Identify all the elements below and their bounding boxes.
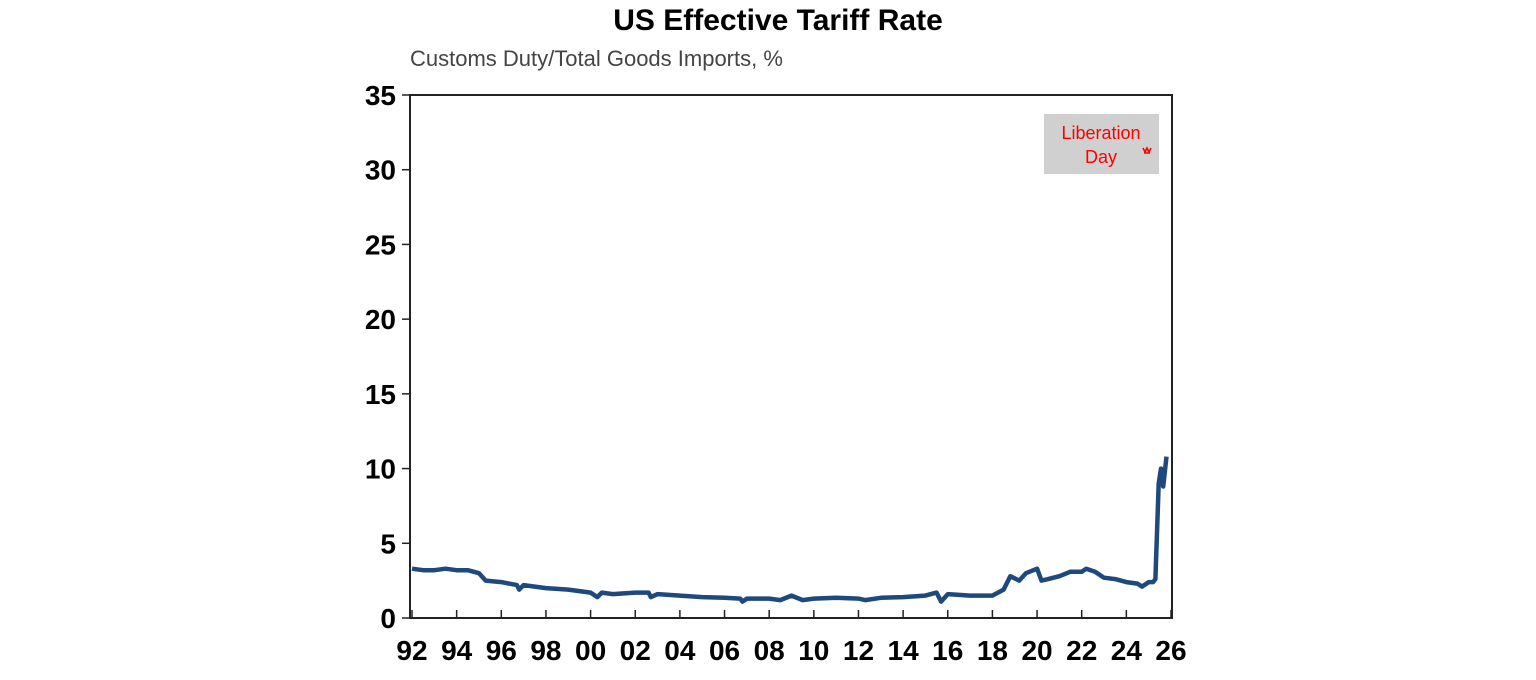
annotation-background	[1044, 114, 1159, 174]
annotation-line2: Day	[1085, 147, 1117, 167]
x-tick-label: 08	[754, 635, 785, 666]
y-tick-label: 5	[380, 528, 396, 559]
x-tick-label: 06	[709, 635, 740, 666]
x-axis: 92 94 96 98 00 02 04 06 08 10 12 14 16 18 20 22 24 26	[396, 610, 1187, 666]
y-tick-label: 20	[365, 304, 396, 335]
x-tick-label: 92	[396, 635, 427, 666]
plot-frame	[409, 94, 1173, 619]
x-tick-label: 96	[486, 635, 517, 666]
y-tick-label: 15	[365, 379, 396, 410]
x-tick-label: 20	[1021, 635, 1052, 666]
x-tick-label: 16	[932, 635, 963, 666]
x-tick-label: 18	[977, 635, 1008, 666]
x-tick-label: 14	[888, 635, 920, 666]
y-tick-label: 25	[365, 229, 396, 260]
x-tick-label: 22	[1066, 635, 1097, 666]
x-tick-label: 12	[843, 635, 874, 666]
x-tick-label: 04	[664, 635, 696, 666]
series-line	[411, 456, 1169, 604]
y-tick-label: 35	[365, 80, 396, 111]
annotation-box: Liberation Day	[1044, 114, 1159, 174]
chart-subtitle: Customs Duty/Total Goods Imports, %	[410, 46, 783, 71]
x-tick-label: 10	[798, 635, 829, 666]
annotation-marker-icon	[1142, 146, 1152, 154]
x-tick-label: 94	[441, 635, 473, 666]
y-axis: 0 5 10 15 20 25 30 35	[365, 80, 410, 634]
annotation-line1: Liberation	[1061, 123, 1140, 143]
x-tick-label: 24	[1111, 635, 1143, 666]
chart-title: US Effective Tariff Rate	[613, 4, 943, 37]
x-tick-label: 98	[530, 635, 561, 666]
x-tick-label: 00	[575, 635, 606, 666]
x-tick-label: 26	[1155, 635, 1186, 666]
y-tick-label: 30	[365, 155, 396, 186]
y-tick-label: 10	[365, 454, 396, 485]
x-tick-label: 02	[620, 635, 651, 666]
y-tick-label: 0	[380, 603, 396, 634]
